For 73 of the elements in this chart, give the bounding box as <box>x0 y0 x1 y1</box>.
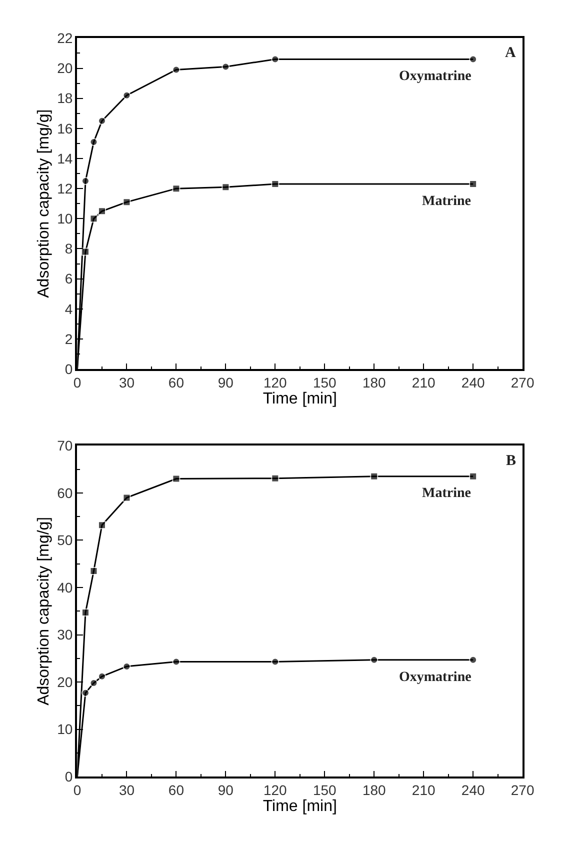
y-tick-label: 60 <box>57 484 73 501</box>
x-tick-label: 150 <box>312 374 337 391</box>
y-tick-label: 50 <box>57 532 73 548</box>
x-tick-label: 180 <box>362 374 386 391</box>
point <box>370 656 378 664</box>
point <box>172 658 180 666</box>
series-label: Matrine <box>422 486 471 501</box>
point <box>271 55 280 64</box>
point <box>370 472 378 480</box>
y-tick-label: 6 <box>64 270 73 287</box>
y-tick-label: 14 <box>57 150 73 166</box>
point <box>222 183 230 192</box>
x-tick-label: 90 <box>218 374 234 391</box>
x-tick-label: 270 <box>510 782 534 798</box>
y-tick-label: 10 <box>57 721 73 738</box>
series-label: Oxymatrine <box>399 69 472 84</box>
y-axis-title: Adsorption capacity [mg/g] <box>36 516 53 706</box>
x-tick-label: 90 <box>218 782 234 798</box>
point <box>98 521 106 530</box>
point <box>90 566 98 575</box>
point <box>90 138 98 146</box>
y-tick-label: 20 <box>57 674 73 690</box>
x-tick-label: 270 <box>510 374 534 391</box>
x-tick-label: 120 <box>263 374 288 391</box>
y-tick-label: 4 <box>64 300 73 317</box>
point <box>172 474 180 483</box>
y-tick-label: 22 <box>57 30 73 46</box>
x-tick-label: 60 <box>168 374 184 391</box>
point <box>271 658 280 666</box>
text: B <box>506 453 516 469</box>
x-axis-title: Time [min] <box>262 798 337 816</box>
point <box>122 494 131 502</box>
y-tick-label: 18 <box>57 90 73 106</box>
series-label: Oxymatrine <box>399 670 472 685</box>
point <box>98 207 106 216</box>
point <box>122 198 131 206</box>
text: A <box>505 45 516 61</box>
point <box>81 688 90 697</box>
y-axis-title: Adsorption capacity [mg/g] <box>36 109 53 298</box>
y-tick-label: 70 <box>57 438 73 454</box>
x-tick-label: 30 <box>118 374 135 391</box>
y-tick-label: 40 <box>57 579 73 596</box>
series-label: Matrine <box>422 194 471 209</box>
point <box>469 656 478 664</box>
y-tick-label: 30 <box>57 626 73 643</box>
y-tick-label: 10 <box>57 210 73 227</box>
x-tick-label: 120 <box>263 782 288 798</box>
y-tick-label: 0 <box>64 768 73 784</box>
x-tick-label: 60 <box>168 782 184 798</box>
x-tick-label: 210 <box>412 374 436 391</box>
x-tick-label: 150 <box>312 782 337 798</box>
point <box>271 474 280 482</box>
y-tick-label: 8 <box>64 240 73 257</box>
x-tick-label: 180 <box>362 782 386 798</box>
y-tick-label: 12 <box>57 180 73 196</box>
point <box>172 184 180 193</box>
y-tick-label: 20 <box>57 60 73 76</box>
x-tick-label: 30 <box>118 782 135 798</box>
point <box>98 672 106 680</box>
y-tick-label: 16 <box>57 120 73 136</box>
x-tick-label: 240 <box>461 782 485 798</box>
x-axis-title: Time [min] <box>262 390 337 408</box>
x-tick-label: 240 <box>461 374 485 391</box>
y-tick-label: 0 <box>64 360 73 377</box>
point <box>469 472 478 480</box>
point <box>172 66 180 74</box>
y-tick-label: 2 <box>64 330 73 347</box>
point <box>81 248 90 256</box>
point <box>469 55 478 64</box>
point <box>122 91 131 100</box>
point <box>90 214 98 223</box>
x-tick-label: 210 <box>412 782 436 798</box>
point <box>222 62 230 71</box>
